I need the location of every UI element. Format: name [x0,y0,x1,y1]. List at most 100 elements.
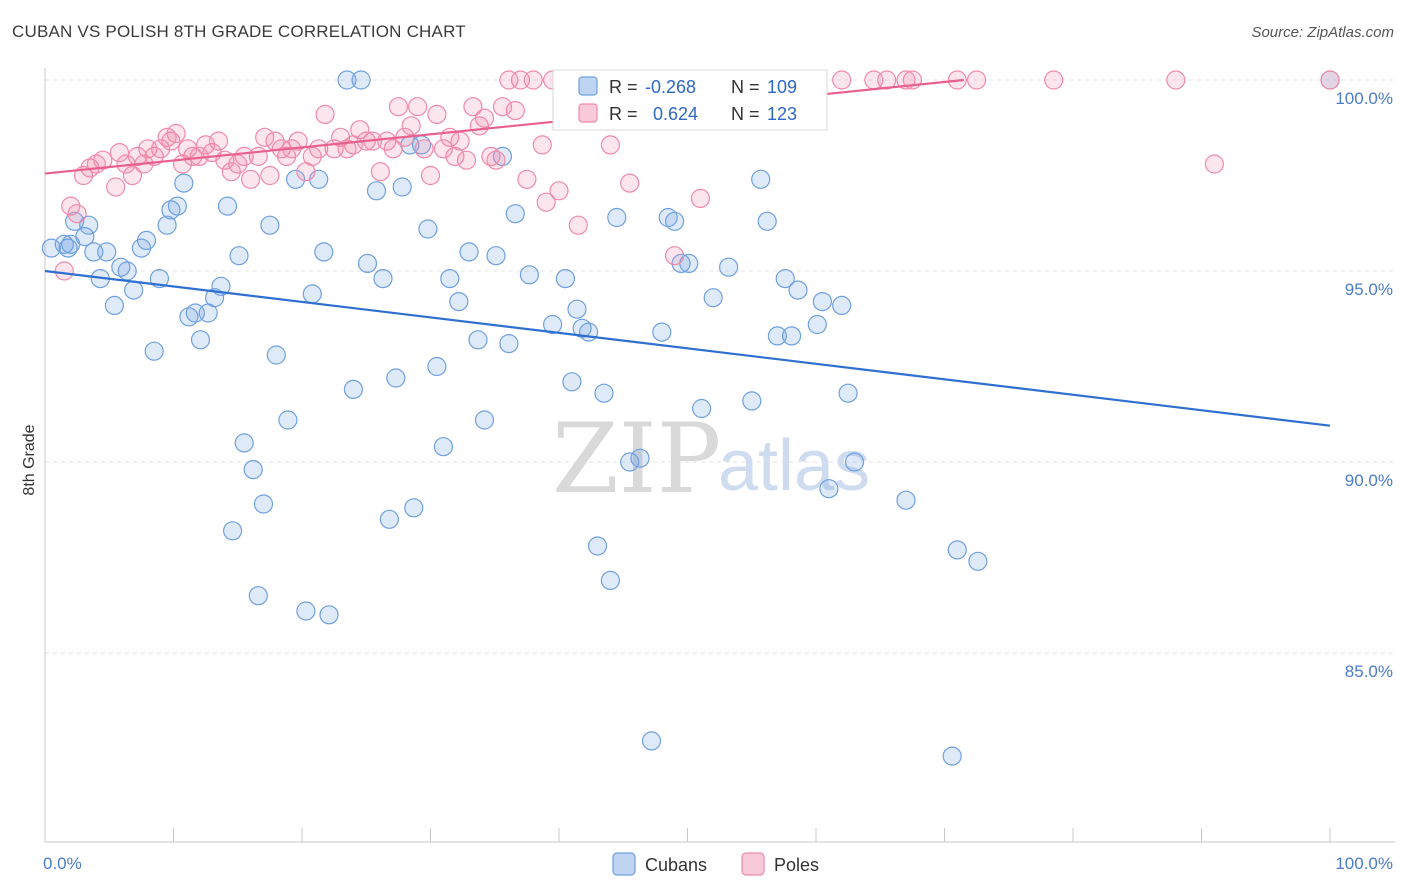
point-poles [474,108,495,128]
point-poles [420,165,441,186]
point-cubans [742,391,762,411]
point-poles [315,104,335,125]
point-cubans [117,261,137,281]
point-cubans [468,330,488,350]
point-cubans [578,322,599,342]
point-poles [166,123,186,144]
point-poles [532,135,552,155]
point-cubans [781,326,802,346]
x-tick-label-min: 0.0% [43,854,82,873]
point-cubans [243,460,263,480]
point-cubans [562,372,582,392]
stats-box-frame [552,69,828,131]
point-poles [1204,154,1225,174]
point-cubans [433,437,453,457]
stats-r-value-cubans: -0.268 [645,77,696,97]
point-cubans [832,295,852,315]
point-cubans [607,207,627,228]
point-cubans [64,211,85,231]
point-cubans [819,479,839,499]
point-poles [966,70,987,90]
point-cubans [302,284,322,304]
stats-r-label-poles: R = [609,104,638,124]
point-cubans [373,269,393,289]
point-cubans [97,242,117,262]
point-poles [61,196,81,216]
point-cubans [459,242,479,262]
y-tick-label: 95.0% [1345,280,1393,299]
point-poles [350,120,370,140]
point-cubans [144,341,164,361]
point-poles [832,70,852,90]
point-cubans [600,570,621,591]
point-cubans [691,398,712,419]
point-poles [1166,70,1186,90]
point-poles [505,100,525,121]
point-cubans [718,257,739,277]
point-poles [492,97,513,117]
point-poles [517,169,537,189]
point-poles [183,146,203,166]
point-cubans [812,292,833,312]
point-cubans [703,288,723,308]
point-poles [122,165,142,186]
point-poles [600,135,621,155]
x-tick-label-max: 100.0% [1335,854,1393,873]
point-cubans [205,288,225,308]
point-cubans [79,215,99,235]
stats-n-label-poles: N = [731,104,760,124]
point-cubans [136,230,157,250]
point-poles [377,131,397,151]
point-poles [401,116,421,136]
point-poles [54,261,74,281]
point-poles [221,162,241,182]
point-poles [536,192,556,212]
point-cubans [844,452,865,472]
point-cubans [266,345,286,365]
point-poles [208,131,229,151]
point-poles [523,70,543,90]
point-cubans [248,586,268,606]
point-cubans [838,383,858,403]
point-cubans [124,280,144,300]
point-cubans [104,295,125,315]
point-poles [255,127,275,147]
stats-box: R = -0.268 N = 109 R = 0.624 N = 123 [552,69,828,131]
point-poles [248,146,268,166]
point-cubans [664,211,685,231]
point-poles [481,146,501,166]
point-cubans [278,410,298,430]
point-cubans [229,246,249,266]
y-axis-title: 8th Grade [21,424,38,495]
point-poles [383,139,403,159]
point-cubans [296,601,316,621]
point-poles [620,173,640,193]
point-cubans [190,330,211,350]
point-cubans [174,173,194,193]
y-tick-label: 90.0% [1345,471,1393,490]
point-cubans [392,177,412,197]
point-cubans [260,215,280,235]
y-tick-label: 100.0% [1335,89,1393,108]
point-poles [664,246,685,266]
point-poles [1044,70,1064,90]
watermark-zip: ZIP [552,403,721,515]
stats-n-value-poles: 123 [767,104,797,124]
grid-lines [45,79,1395,654]
stats-r-value-poles: 0.624 [653,104,698,124]
point-cubans [427,356,447,377]
point-cubans [542,314,563,335]
point-poles [1320,70,1340,90]
point-cubans [351,70,371,90]
stats-n-value-cubans: 109 [767,77,797,97]
point-cubans [319,605,339,625]
point-cubans [61,234,81,254]
legend-swatch-cubans [612,852,636,876]
point-poles [408,97,428,117]
point-cubans [440,269,460,289]
stats-swatch-cubans [578,76,598,96]
point-poles [690,188,711,208]
point-cubans [314,242,334,262]
point-cubans [641,731,662,751]
